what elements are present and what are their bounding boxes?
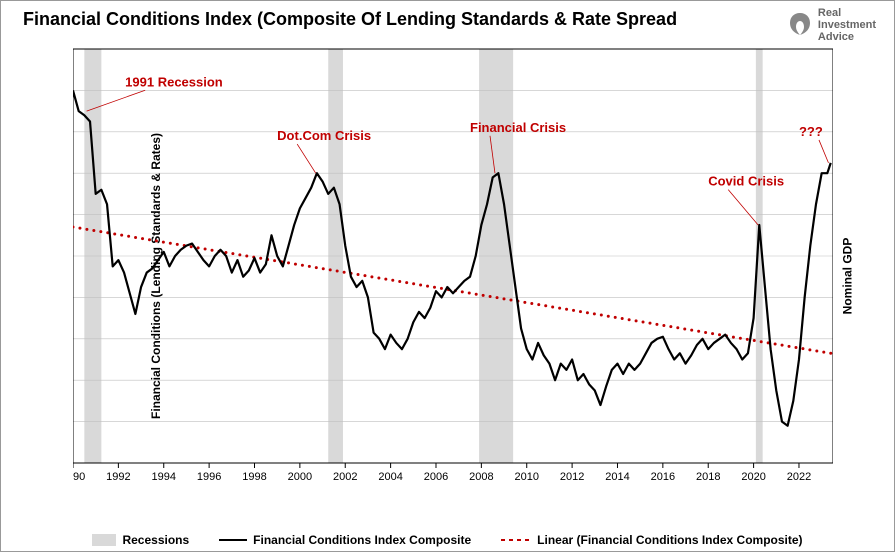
legend-recessions: Recessions — [92, 533, 189, 547]
svg-text:2004: 2004 — [378, 471, 402, 483]
recession-swatch — [92, 534, 116, 546]
svg-text:2010: 2010 — [514, 471, 538, 483]
svg-text:Dot.Com Crisis: Dot.Com Crisis — [277, 128, 371, 143]
svg-text:???: ??? — [799, 124, 823, 139]
legend-label: Linear (Financial Conditions Index Compo… — [537, 533, 802, 547]
svg-text:2006: 2006 — [424, 471, 448, 483]
svg-text:2012: 2012 — [560, 471, 584, 483]
svg-text:2022: 2022 — [787, 471, 811, 483]
svg-text:Financial Crisis: Financial Crisis — [470, 120, 566, 135]
svg-text:2020: 2020 — [741, 471, 765, 483]
svg-text:2008: 2008 — [469, 471, 493, 483]
chart-svg: 1990 1992 1994 1996 1998 2000 2002 2004 2006 2008… — [73, 41, 833, 491]
svg-text:Covid Crisis: Covid Crisis — [708, 174, 784, 189]
svg-text:1992: 1992 — [106, 471, 130, 483]
brand-line1: Real — [818, 7, 876, 19]
lion-icon — [786, 11, 814, 39]
svg-text:1994: 1994 — [152, 471, 176, 483]
dotted-swatch — [501, 539, 531, 541]
svg-text:2014: 2014 — [605, 471, 629, 483]
svg-text:1996: 1996 — [197, 471, 221, 483]
svg-text:1998: 1998 — [242, 471, 266, 483]
legend-label: Financial Conditions Index Composite — [253, 533, 471, 547]
svg-text:2002: 2002 — [333, 471, 357, 483]
chart-title: Financial Conditions Index (Composite Of… — [23, 9, 677, 30]
legend-trend: Linear (Financial Conditions Index Compo… — [501, 533, 802, 547]
svg-text:1991 Recession: 1991 Recession — [125, 74, 223, 89]
brand-line2: Investment — [818, 19, 876, 31]
line-swatch — [219, 539, 247, 541]
chart-area: 1990 1992 1994 1996 1998 2000 2002 2004 2006 2008… — [73, 41, 833, 491]
svg-text:2018: 2018 — [696, 471, 720, 483]
svg-text:1990: 1990 — [73, 471, 85, 483]
legend-label: Recessions — [122, 533, 189, 547]
svg-text:2016: 2016 — [651, 471, 675, 483]
y-right-axis-label: Nominal GDP — [841, 238, 855, 315]
svg-text:2000: 2000 — [288, 471, 312, 483]
legend-line: Financial Conditions Index Composite — [219, 533, 471, 547]
brand-logo: Real Investment Advice — [786, 7, 876, 43]
legend: Recessions Financial Conditions Index Co… — [1, 533, 894, 547]
